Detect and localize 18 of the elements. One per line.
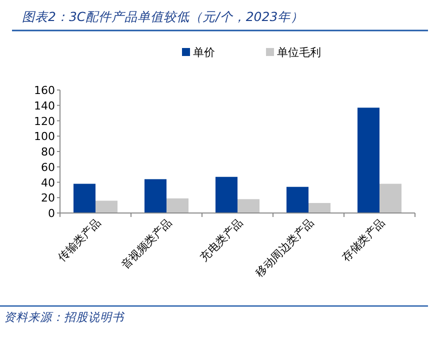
y-tick-label: 40 xyxy=(41,176,55,190)
text: 资料来源：招股说明书 xyxy=(4,310,125,324)
x-tick-label: 存储类产品 xyxy=(340,216,388,264)
y-tick-label: 140 xyxy=(34,99,55,112)
y-tick-label: 0 xyxy=(48,207,55,220)
legend-label: 单位毛利 xyxy=(277,46,321,59)
x-tick-label: 音视频类产品 xyxy=(118,216,175,272)
y-tick-label: 80 xyxy=(41,146,55,158)
x-tick-label: 充电类产品 xyxy=(198,216,246,264)
y-tick-label: 20 xyxy=(41,192,55,205)
x-tick-label: 移动周边类产品 xyxy=(252,216,317,280)
title: 图表2：3C配件产品单值较低（元/个，2023年） xyxy=(22,9,304,24)
y-tick-label: 120 xyxy=(34,114,55,128)
y-tick-label: 60 xyxy=(41,160,55,174)
x-tick-label: 传输类产品 xyxy=(56,216,104,264)
y-tick-label: 100 xyxy=(34,130,55,144)
y-tick-label: 160 xyxy=(34,84,55,97)
legend-label: 单价 xyxy=(193,46,215,59)
